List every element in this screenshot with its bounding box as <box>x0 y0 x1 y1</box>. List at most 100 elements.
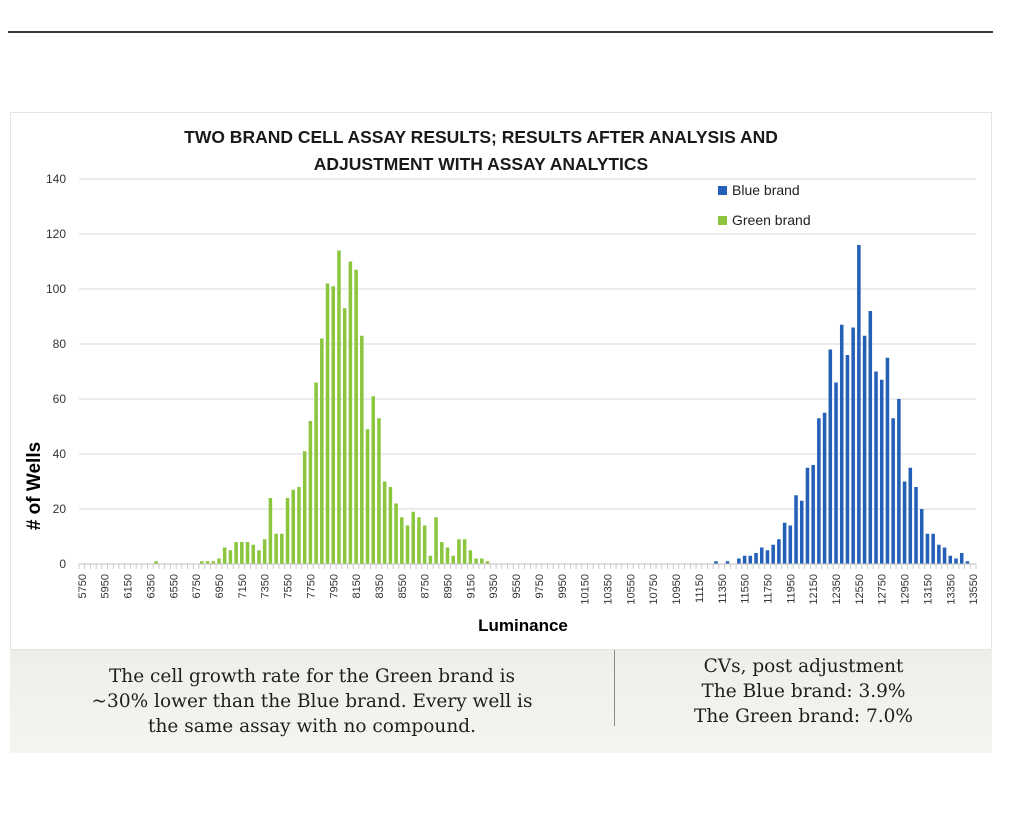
bar-blue-brand <box>834 382 838 564</box>
bar-green-brand <box>417 517 421 564</box>
y-tick-labels: 0 20 40 60 80 100 120 140 <box>46 172 66 571</box>
bar-green-brand <box>217 558 221 564</box>
bar-blue-brand <box>828 349 833 564</box>
caption-left-line: the same assay with no compound. <box>148 716 476 737</box>
bar-green-brand <box>302 451 307 564</box>
bar-green-brand <box>262 539 267 564</box>
x-tick-label: 8150 <box>351 574 363 598</box>
bar-green-brand <box>228 550 233 564</box>
bar-green-brand <box>457 539 461 564</box>
caption-left-line: The cell growth rate for the Green brand… <box>108 666 516 687</box>
bar-green-brand <box>314 382 318 564</box>
bar-green-brand <box>234 542 238 564</box>
bar-green-brand <box>325 283 330 564</box>
legend-swatch-green <box>718 216 727 225</box>
x-tick-label: 9150 <box>465 574 477 598</box>
bar-green-brand <box>354 269 358 564</box>
bar-blue-brand <box>879 379 884 564</box>
x-tick-label: 9350 <box>488 574 500 598</box>
x-tick-label: 7150 <box>237 574 249 598</box>
x-tick-label: 7550 <box>283 574 295 598</box>
caption-growth-note: The cell growth rate for the Green brand… <box>10 664 614 739</box>
bar-green-brand <box>337 250 341 564</box>
bar-green-brand <box>365 429 370 564</box>
x-tick-label: 6750 <box>191 574 203 598</box>
chart-title-line-2: ADJUSTMENT WITH ASSAY ANALYTICS <box>314 154 648 174</box>
x-tick-label: 8950 <box>443 574 455 598</box>
chart-panel: 0 20 40 60 80 100 120 140 5750 5950 6150 6350 6550 6… <box>10 112 992 650</box>
x-tick-label: 12950 <box>900 574 912 605</box>
x-tick-label: 7950 <box>328 574 340 598</box>
top-rule <box>8 31 993 33</box>
bar-blue-brand <box>862 335 867 564</box>
bar-blue-brand <box>714 561 718 564</box>
bar-green-brand <box>428 555 433 564</box>
caption-left-line: ~30% lower than the Blue brand. Every we… <box>91 691 533 712</box>
bar-green-brand <box>388 487 393 564</box>
bar-blue-brand <box>919 509 924 564</box>
bar-blue-brand <box>788 525 793 564</box>
bar-blue-brand <box>965 561 970 564</box>
x-tick-label: 12350 <box>831 574 843 605</box>
x-tick-label: 11150 <box>694 574 706 603</box>
x-tick-label: 13350 <box>945 574 957 605</box>
bar-green-brand <box>382 481 387 564</box>
bar-green-brand <box>331 286 336 564</box>
x-tick-label: 6950 <box>214 574 226 598</box>
x-tick-label: 10950 <box>671 574 683 605</box>
bar-green-brand <box>462 539 467 564</box>
bar-blue-brand <box>874 371 878 564</box>
bar-green-brand <box>445 547 450 564</box>
bar-green-brand <box>285 498 290 564</box>
x-tick-label: 6150 <box>123 574 135 598</box>
x-tick-label: 5750 <box>77 574 89 598</box>
bar-green-brand <box>485 561 490 564</box>
bar-blue-brand <box>794 495 798 564</box>
bar-green-brand <box>342 308 347 564</box>
x-tick-label: 8350 <box>374 574 386 598</box>
bar-blue-brand <box>868 311 873 564</box>
bar-blue-brand <box>857 245 861 564</box>
y-tick-label: 0 <box>59 557 66 571</box>
bar-green-brand <box>440 542 444 564</box>
x-tick-label: 12750 <box>877 574 889 605</box>
bar-green-brand <box>400 517 404 564</box>
bar-blue-brand <box>937 544 941 564</box>
caption-cv-note: CVs, post adjustment The Blue brand: 3.9… <box>615 654 992 729</box>
x-tick-label: 10350 <box>602 574 614 605</box>
bar-blue-brand <box>817 418 821 564</box>
gridlines <box>79 178 976 510</box>
bar-green-brand <box>434 517 438 564</box>
bar-blue-brand <box>954 558 958 564</box>
caption-right-line: The Blue brand: 3.9% <box>701 681 906 702</box>
bar-blue-brand <box>765 550 770 564</box>
bar-green-brand <box>348 261 353 564</box>
y-tick-label: 20 <box>53 502 67 516</box>
bar-blue-brand <box>811 465 815 564</box>
x-tick-label: 9750 <box>534 574 546 598</box>
bar-blue-brand <box>771 544 775 564</box>
bar-green-brand <box>422 525 427 564</box>
bar-blue-brand <box>959 553 964 564</box>
bar-green-brand <box>405 525 410 564</box>
x-tick-label: 6350 <box>145 574 157 598</box>
x-tick-label: 10750 <box>648 574 660 605</box>
bar-blue-brand <box>805 467 810 564</box>
bar-green-brand <box>268 498 273 564</box>
bar-green-brand <box>451 555 455 564</box>
bar-green-brand <box>154 561 158 564</box>
legend-label-blue: Blue brand <box>732 182 800 198</box>
x-tick-label: 10550 <box>625 574 637 605</box>
y-tick-label: 80 <box>53 337 67 351</box>
x-tick-label: 10150 <box>580 574 592 605</box>
bars <box>154 245 970 564</box>
bar-blue-brand <box>845 355 850 564</box>
bar-green-brand <box>291 489 296 564</box>
x-tick-label: 7350 <box>260 574 272 598</box>
bar-green-brand <box>377 418 381 564</box>
bar-green-brand <box>205 561 210 564</box>
x-tick-label: 11950 <box>785 574 797 604</box>
bar-blue-brand <box>891 418 895 564</box>
x-tick-label: 11350 <box>717 574 729 604</box>
bar-green-brand <box>394 503 398 564</box>
